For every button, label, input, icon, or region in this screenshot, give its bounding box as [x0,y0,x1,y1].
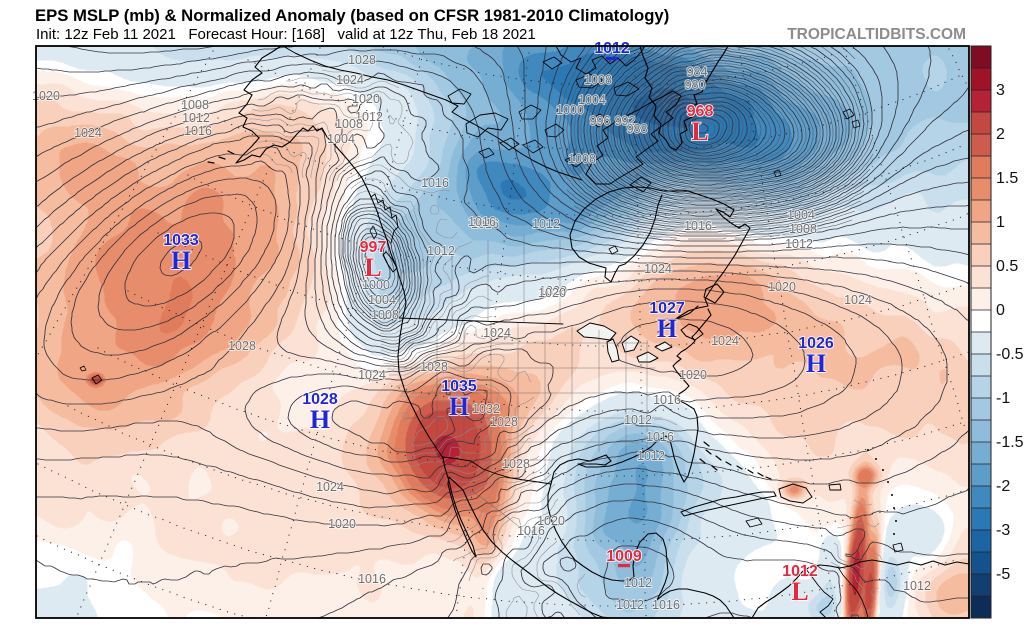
svg-text:997: 997 [360,239,387,256]
svg-text:1024: 1024 [74,126,102,140]
svg-text:-2: -2 [996,478,1010,495]
svg-text:1020: 1020 [768,280,796,294]
svg-text:988: 988 [627,122,648,136]
svg-text:1016: 1016 [684,219,712,233]
svg-text:1008: 1008 [371,308,399,322]
svg-text:1016: 1016 [517,524,545,538]
svg-text:1008: 1008 [335,117,363,131]
svg-text:-0.5: -0.5 [996,346,1024,363]
svg-text:1024: 1024 [844,293,872,307]
svg-text:H: H [657,314,677,343]
svg-text:1012: 1012 [616,598,644,612]
svg-text:1004: 1004 [787,208,815,222]
svg-text:H: H [310,405,330,434]
svg-text:1028: 1028 [490,415,518,429]
svg-text:1008: 1008 [568,152,596,166]
svg-text:0: 0 [996,302,1005,319]
svg-text:1016: 1016 [652,598,680,612]
svg-text:1020: 1020 [538,286,566,300]
svg-text:996: 996 [590,114,611,128]
svg-text:968: 968 [687,103,714,120]
svg-text:1028: 1028 [420,360,448,374]
svg-text:1020: 1020 [539,284,567,298]
svg-text:1004: 1004 [368,293,396,307]
svg-text:1020: 1020 [537,514,565,528]
svg-text:1016: 1016 [471,217,499,231]
svg-text:1024: 1024 [711,334,739,348]
svg-text:1016: 1016 [421,176,449,190]
svg-text:1020: 1020 [328,517,356,531]
svg-text:1008: 1008 [789,222,817,236]
svg-text:1012: 1012 [785,237,813,251]
svg-text:1012: 1012 [532,217,560,231]
svg-text:1024: 1024 [336,73,364,87]
svg-text:1028: 1028 [302,391,338,408]
svg-text:TROPICALTIDBITS.COM: TROPICALTIDBITS.COM [787,26,966,43]
svg-text:1016: 1016 [184,124,212,138]
svg-text:1004: 1004 [578,93,606,107]
svg-text:1020: 1020 [679,368,707,382]
svg-text:H: H [806,349,826,378]
svg-text:1027: 1027 [649,300,685,317]
svg-text:-1: -1 [996,390,1010,407]
svg-text:1000: 1000 [362,278,390,292]
svg-text:1012: 1012 [624,576,652,590]
svg-text:1008: 1008 [584,73,612,87]
svg-text:Init: 12z Feb 11 2021 Foreca: Init: 12z Feb 11 2021 Forecast Hour: [16… [36,26,536,43]
svg-text:1012: 1012 [427,244,455,258]
svg-text:1020: 1020 [32,89,60,103]
svg-text:1016: 1016 [358,572,386,586]
svg-text:1000: 1000 [556,103,584,117]
svg-text:1012: 1012 [624,413,652,427]
svg-text:1026: 1026 [798,335,834,352]
svg-text:1008: 1008 [181,98,209,112]
svg-text:1024: 1024 [316,480,344,494]
svg-text:1028: 1028 [502,457,530,471]
svg-text:1009: 1009 [606,548,642,565]
svg-text:-5: -5 [996,566,1010,583]
svg-text:L: L [791,577,808,606]
svg-text:1028: 1028 [228,339,256,353]
svg-text:-1.5: -1.5 [996,434,1024,451]
svg-text:H: H [449,392,469,421]
svg-text:L: L [364,253,381,282]
svg-text:980: 980 [685,78,706,92]
svg-text:1012: 1012 [637,449,665,463]
svg-text:1020: 1020 [352,92,380,106]
svg-text:H: H [171,246,191,275]
svg-text:2: 2 [996,126,1005,143]
svg-text:1012: 1012 [782,563,818,580]
svg-text:EPS MSLP (mb) & Normalized Ano: EPS MSLP (mb) & Normalized Anomaly (base… [35,6,669,25]
svg-text:984: 984 [687,65,708,79]
svg-text:1033: 1033 [163,232,199,249]
svg-text:992: 992 [615,114,636,128]
svg-text:1016: 1016 [468,215,496,229]
svg-text:1004: 1004 [327,132,355,146]
svg-text:1016: 1016 [646,430,674,444]
svg-text:1016: 1016 [653,393,681,407]
svg-text:1024: 1024 [483,326,511,340]
svg-text:1012: 1012 [355,110,383,124]
svg-text:1: 1 [996,214,1005,231]
svg-text:1032: 1032 [472,402,500,416]
svg-text:1012: 1012 [182,111,210,125]
svg-text:1012: 1012 [903,579,931,593]
svg-text:-3: -3 [996,522,1010,539]
svg-text:1.5: 1.5 [996,170,1018,187]
svg-text:0.5: 0.5 [996,258,1018,275]
svg-text:1012: 1012 [594,40,630,57]
svg-text:1035: 1035 [441,378,477,395]
svg-text:L: L [691,117,708,146]
svg-text:3: 3 [996,82,1005,99]
svg-text:1024: 1024 [644,262,672,276]
svg-text:1028: 1028 [348,53,376,67]
svg-text:1024: 1024 [358,368,386,382]
